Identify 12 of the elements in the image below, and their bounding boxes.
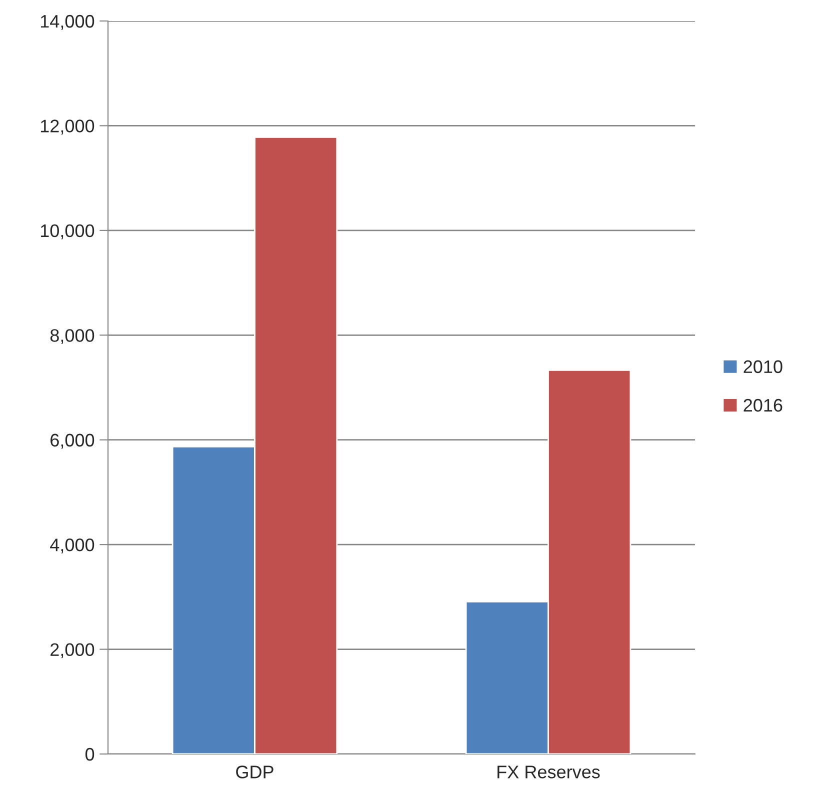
y-tick-label: 12,000: [40, 120, 94, 135]
x-tick-label: FX Reserves: [498, 766, 600, 778]
legend-label: 2010: [744, 360, 782, 374]
y-tick-label: 6,000: [50, 434, 94, 449]
y-tick-label: 8,000: [50, 329, 94, 344]
y-tick-label: 14,000: [40, 14, 94, 30]
y-tick-label: 2,000: [50, 643, 94, 658]
y-tick-label: 0: [85, 748, 94, 761]
y-tick-label: 10,000: [40, 224, 94, 240]
x-tick-label: GDP: [236, 766, 274, 778]
legend-label: 2016: [744, 398, 782, 412]
y-tick-label: 4,000: [50, 538, 94, 554]
